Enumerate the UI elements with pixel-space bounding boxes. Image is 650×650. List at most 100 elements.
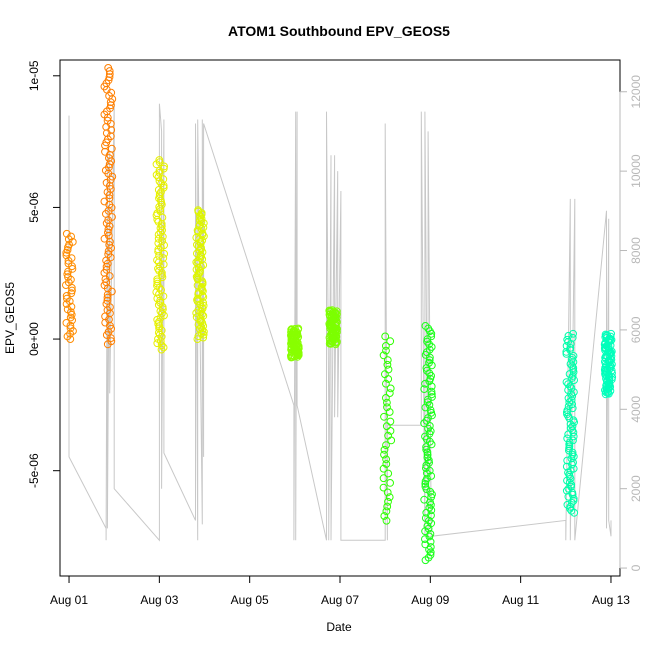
- epv-point: [105, 154, 113, 162]
- epv-point: [427, 390, 436, 399]
- epv-point: [157, 326, 166, 335]
- epv-point: [199, 333, 208, 342]
- epv-segment: [152, 156, 169, 354]
- epv-point: [384, 497, 392, 506]
- y-tick-label: 5e-06: [27, 192, 41, 223]
- epv-point: [564, 331, 573, 340]
- y2-tick-label: 10000: [629, 154, 643, 188]
- epv-point: [66, 321, 75, 330]
- epv-point: [564, 380, 572, 389]
- epv-point: [421, 480, 430, 488]
- epv-point: [427, 472, 436, 480]
- epv-point: [569, 329, 577, 338]
- epv-point: [379, 464, 388, 473]
- epv-point: [155, 190, 164, 199]
- epv-point: [562, 486, 571, 495]
- epv-point: [383, 356, 392, 365]
- x-tick-label: Aug 09: [411, 593, 449, 607]
- epv-point: [423, 337, 432, 346]
- epv-point: [107, 337, 116, 346]
- y-tick-label: -5e-06: [27, 453, 41, 488]
- epv-point: [569, 416, 578, 425]
- epv-point: [63, 294, 71, 303]
- epv-point: [194, 206, 203, 215]
- epv-point: [421, 482, 430, 491]
- y2-tick-label: 0: [629, 564, 643, 571]
- epv-point: [563, 335, 572, 344]
- epv-point: [420, 419, 429, 428]
- epv-point: [155, 166, 164, 175]
- epv-segment: [600, 329, 617, 399]
- epv-point: [379, 483, 388, 492]
- epv-point: [159, 254, 168, 262]
- epv-segment: [100, 64, 117, 349]
- y2-tick-label: 12000: [629, 75, 643, 109]
- epv-point: [62, 251, 71, 260]
- epv-point: [157, 179, 166, 188]
- epv-point: [427, 332, 436, 341]
- epv-point: [421, 322, 430, 330]
- epv-points-layer: [62, 64, 617, 565]
- epv-point: [423, 474, 431, 483]
- epv-point: [103, 296, 112, 305]
- epv-point: [563, 410, 571, 419]
- epv-point: [569, 452, 578, 461]
- x-tick-label: Aug 03: [140, 593, 178, 607]
- epv-point: [422, 445, 431, 454]
- epv-point: [382, 441, 390, 450]
- epv-point: [192, 233, 201, 242]
- x-tick-label: Aug 01: [50, 593, 88, 607]
- epv-point: [427, 387, 436, 396]
- epv-point: [385, 493, 394, 502]
- epv-point: [562, 462, 571, 471]
- epv-point: [569, 364, 578, 372]
- epv-point: [105, 73, 114, 82]
- epv-point: [153, 275, 162, 284]
- y-tick-label: 0e+00: [27, 322, 41, 356]
- epv-point: [427, 511, 435, 520]
- epv-point: [562, 342, 571, 350]
- epv-point: [328, 306, 337, 315]
- y2-tick-label: 4000: [629, 396, 643, 423]
- epv-point: [291, 325, 299, 333]
- epv-point: [199, 312, 208, 320]
- epv-point: [104, 64, 113, 72]
- epv-point: [563, 406, 572, 415]
- epv-point: [154, 239, 163, 248]
- epv-point: [384, 469, 393, 478]
- epv-point: [385, 408, 394, 416]
- epv-point: [68, 238, 77, 246]
- epv-point: [153, 279, 162, 288]
- epv-point: [421, 432, 429, 441]
- epv-point: [197, 329, 206, 338]
- epv-point: [386, 384, 395, 393]
- epv-point: [157, 341, 166, 350]
- x-tick-label: Aug 05: [231, 593, 269, 607]
- epv-point: [421, 379, 430, 388]
- epv-point: [607, 329, 615, 338]
- epv-point: [564, 412, 573, 421]
- epv-point: [567, 506, 576, 515]
- epv-point: [380, 445, 389, 454]
- epv-point: [570, 376, 578, 385]
- epv-point: [565, 470, 574, 479]
- epv-point: [159, 183, 168, 192]
- epv-point: [424, 395, 432, 404]
- epv-point: [157, 345, 166, 354]
- epv-point: [66, 324, 75, 333]
- y2-axis-altitude: 0 2000 4000 6000 8000 10000 12000: [619, 75, 643, 571]
- epv-point: [102, 278, 111, 287]
- epv-point: [379, 351, 388, 360]
- x-tick-label: Aug 07: [321, 593, 359, 607]
- epv-point: [427, 361, 436, 370]
- epv-point: [155, 177, 164, 186]
- epv-segment: [287, 324, 303, 362]
- epv-point: [569, 494, 578, 503]
- epv-point: [160, 162, 169, 171]
- epv-point: [423, 469, 431, 478]
- epv-point: [381, 332, 390, 341]
- epv-point: [294, 324, 303, 333]
- epv-point: [386, 417, 395, 426]
- epv-point: [64, 278, 73, 287]
- epv-point: [199, 330, 208, 339]
